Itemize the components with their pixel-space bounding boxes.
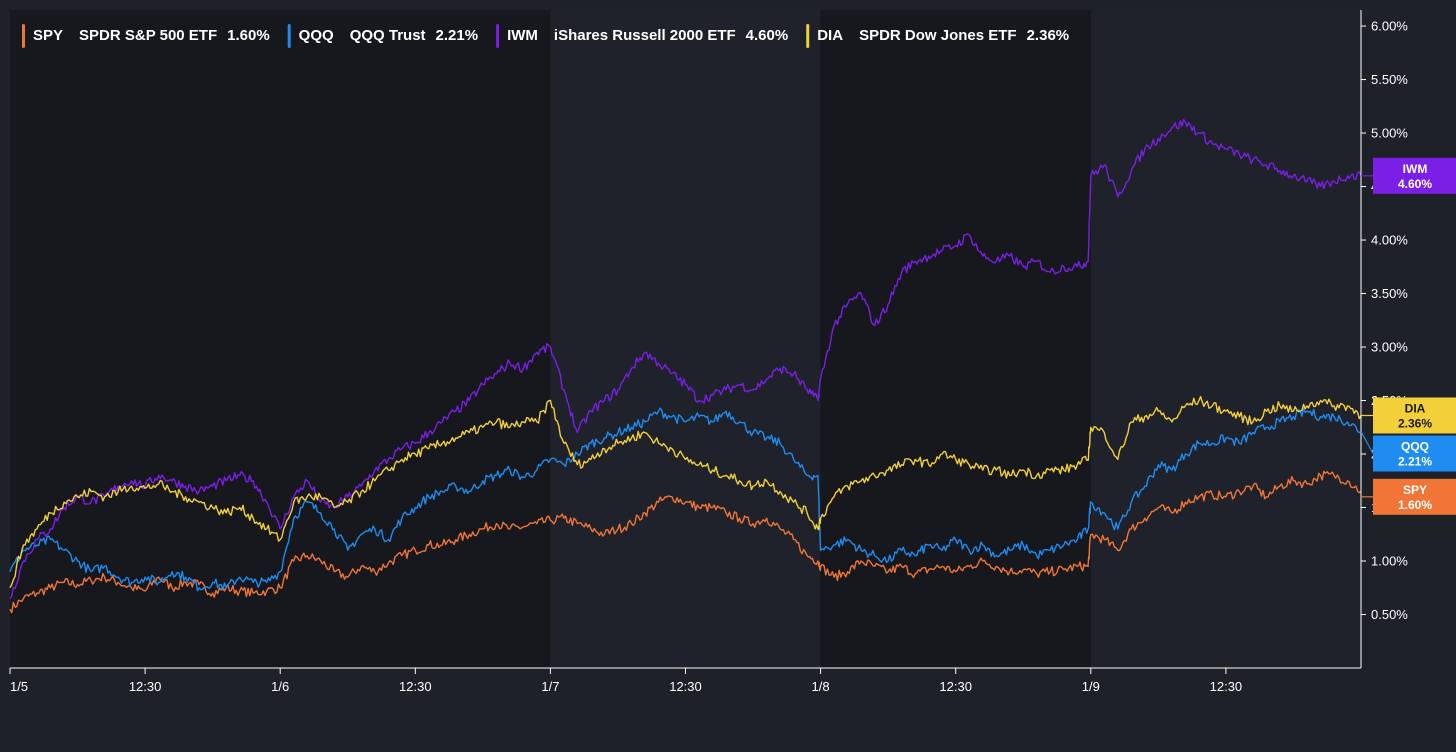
- legend-value: 2.21%: [436, 27, 479, 44]
- legend-swatch: [496, 24, 500, 48]
- y-tick-label: 5.50%: [1371, 72, 1408, 87]
- x-tick-label: 12:30: [669, 679, 702, 694]
- legend-description: QQQ Trust: [350, 27, 426, 44]
- legend-description: SPDR S&P 500 ETF: [79, 27, 217, 44]
- legend-value: 2.36%: [1027, 27, 1070, 44]
- badge-symbol: SPY: [1403, 483, 1427, 497]
- x-tick-label: 1/8: [812, 679, 830, 694]
- x-tick-label: 12:30: [939, 679, 972, 694]
- y-tick-label: 1.00%: [1371, 554, 1408, 569]
- y-tick-label: 3.50%: [1371, 286, 1408, 301]
- x-tick-label: 12:30: [399, 679, 432, 694]
- session-band: [10, 10, 281, 668]
- x-tick-label: 12:30: [129, 679, 162, 694]
- series-lines: [9, 118, 1362, 614]
- series-line-dia: [9, 396, 1362, 589]
- legend-value: 1.60%: [227, 27, 270, 44]
- legend-symbol: QQQ: [299, 27, 334, 44]
- x-tick-label: 12:30: [1210, 679, 1243, 694]
- legend-swatch: [22, 24, 25, 48]
- badge-box: [1373, 397, 1456, 434]
- badge-symbol: QQQ: [1401, 439, 1429, 453]
- legend-description: SPDR Dow Jones ETF: [859, 27, 1017, 44]
- badge-symbol: DIA: [1405, 401, 1426, 415]
- legend-symbol: DIA: [817, 27, 843, 44]
- badge-value: 1.60%: [1398, 498, 1432, 512]
- legend-item-spy: SPY SPDR S&P 500 ETF 1.60%: [22, 24, 270, 48]
- legend-swatch: [806, 24, 810, 48]
- x-tick-label: 1/5: [10, 679, 28, 694]
- badge-box: [1373, 435, 1456, 472]
- session-band: [820, 10, 1091, 668]
- legend-item-qqq: QQQ QQQ Trust 2.21%: [287, 24, 479, 48]
- legend-item-dia: DIA SPDR Dow Jones ETF 2.36%: [806, 24, 1069, 48]
- session-band: [550, 10, 821, 668]
- badge-value: 4.60%: [1398, 177, 1432, 191]
- y-tick-label: 3.00%: [1371, 340, 1408, 355]
- badge-value: 2.36%: [1398, 416, 1432, 430]
- series-line-iwm: [9, 118, 1362, 599]
- series-line-spy: [9, 470, 1362, 614]
- legend: SPY SPDR S&P 500 ETF 1.60% QQQ QQQ Trust 2.21…: [22, 24, 1069, 48]
- x-tick-label: 1/9: [1082, 679, 1100, 694]
- legend-swatch: [287, 24, 291, 48]
- series-line-qqq: [9, 407, 1362, 592]
- y-tick-label: 4.00%: [1371, 233, 1408, 248]
- session-band: [1090, 10, 1361, 668]
- badge-value: 2.21%: [1398, 454, 1432, 468]
- legend-item-iwm: IWM iShares Russell 2000 ETF 4.60%: [496, 24, 788, 48]
- x-tick-label: 1/7: [541, 679, 559, 694]
- badge-box: [1373, 157, 1456, 194]
- badge-box: [1373, 478, 1456, 515]
- badge-symbol: IWM: [1403, 162, 1428, 176]
- x-tick-label: 1/6: [271, 679, 289, 694]
- session-bands: [10, 10, 1361, 668]
- y-tick-label: 0.50%: [1371, 607, 1408, 622]
- y-tick-label: 5.00%: [1371, 126, 1408, 141]
- y-tick-label: 6.00%: [1371, 19, 1408, 34]
- session-band: [280, 10, 551, 668]
- badge-connector: [1360, 431, 1374, 454]
- legend-symbol: IWM: [507, 27, 538, 44]
- legend-symbol: SPY: [33, 27, 63, 44]
- legend-value: 4.60%: [746, 27, 789, 44]
- legend-description: iShares Russell 2000 ETF: [554, 27, 736, 44]
